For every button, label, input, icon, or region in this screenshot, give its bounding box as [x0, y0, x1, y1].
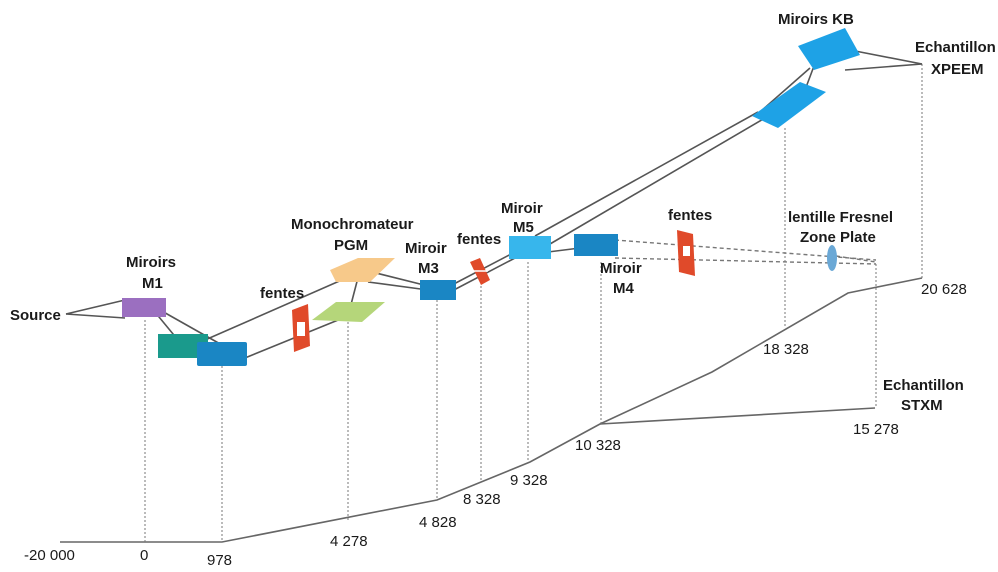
label-fentes-2: fentes	[457, 231, 501, 248]
label-mono-line1: Monochromateur	[291, 216, 414, 233]
label-xpeem-line2: XPEEM	[931, 61, 984, 78]
label-stxm-line2: STXM	[901, 397, 943, 414]
label-m5-line2: M5	[513, 219, 534, 236]
label-m3-line2: M3	[418, 260, 439, 277]
kb-mirror-upper	[798, 28, 860, 70]
dist-18328: 18 328	[763, 341, 809, 358]
label-fresnel-line2: Zone Plate	[800, 229, 876, 246]
dist-15278: 15 278	[853, 421, 899, 438]
slits-3	[677, 230, 695, 276]
label-fresnel-line1: lentille Fresnel	[788, 209, 893, 226]
dist-4828: 4 828	[419, 514, 457, 531]
label-m4-line2: M4	[613, 280, 634, 297]
mirror-m1	[122, 298, 166, 317]
label-m4-line1: Miroir	[600, 260, 642, 277]
label-source: Source	[10, 307, 61, 324]
mirror-m4	[574, 234, 618, 256]
dist-m1: 0	[140, 547, 148, 564]
label-fentes-1: fentes	[260, 285, 304, 302]
label-m5-line1: Miroir	[501, 200, 543, 217]
drop-lines	[144, 64, 923, 542]
mirror-m5	[509, 236, 551, 259]
dist-9328: 9 328	[510, 472, 548, 489]
dist-20628: 20 628	[921, 281, 967, 298]
dist-10328: 10 328	[575, 437, 621, 454]
pgm-mirror	[312, 302, 385, 322]
label-m3-line1: Miroir	[405, 240, 447, 257]
dist-source: -20 000	[24, 547, 75, 564]
label-xpeem-line1: Echantillon	[915, 39, 996, 56]
label-m1-line2: M1	[142, 275, 163, 292]
label-kb: Miroirs KB	[778, 11, 854, 28]
component-labels: Source Miroirs M1 fentes Monochromateur …	[10, 11, 996, 414]
label-mono-line2: PGM	[334, 237, 368, 254]
distance-labels: -20 000 0 978 4 278 4 828 8 328 9 328 10…	[24, 281, 967, 569]
kb-mirror-lower	[752, 82, 826, 128]
optics	[122, 28, 860, 366]
floor-axis	[60, 277, 923, 543]
label-fentes-3: fentes	[668, 207, 712, 224]
slits-1	[292, 304, 310, 352]
mirror-blue	[197, 342, 247, 366]
dist-8328: 8 328	[463, 491, 501, 508]
label-m1-line1: Miroirs	[126, 254, 176, 271]
dist-978: 978	[207, 552, 232, 569]
label-stxm-line1: Echantillon	[883, 377, 964, 394]
pgm-grating	[330, 258, 395, 282]
dist-4278: 4 278	[330, 533, 368, 550]
mirror-m3	[420, 280, 456, 300]
zone-plate	[827, 245, 837, 271]
